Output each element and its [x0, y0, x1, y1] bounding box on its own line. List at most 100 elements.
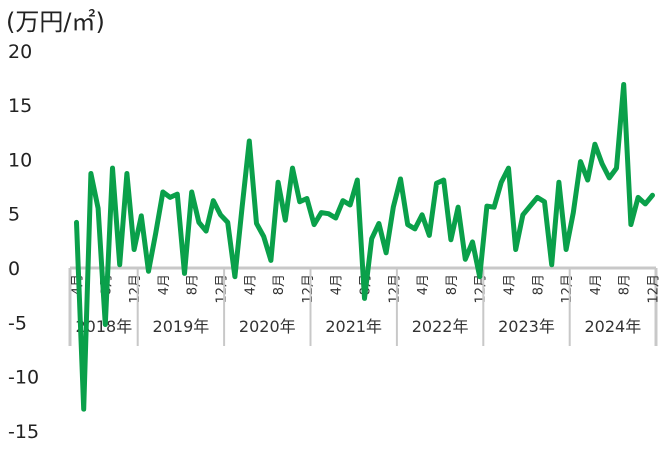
data-point: [406, 223, 410, 227]
data-point: [226, 220, 230, 224]
data-point: [399, 177, 402, 181]
data-point: [291, 166, 294, 170]
data-point: [363, 296, 366, 300]
x-tick-label: 12月: [647, 274, 662, 304]
data-point: [319, 211, 323, 215]
x-tick-label: 4月: [416, 274, 431, 295]
data-point: [240, 205, 244, 209]
data-point: [391, 205, 395, 209]
data-point: [593, 142, 597, 146]
y-tick-label: -10: [8, 367, 39, 389]
data-point: [413, 227, 417, 231]
data-point: [528, 204, 532, 208]
data-point: [247, 139, 251, 143]
data-point: [370, 237, 374, 241]
data-point: [305, 197, 309, 200]
data-point: [377, 221, 381, 225]
x-tick-label: 8月: [272, 274, 287, 295]
year-label: 2021年: [325, 317, 382, 336]
data-point: [111, 166, 114, 170]
series-line: [74, 81, 655, 412]
data-point: [384, 251, 388, 255]
data-point: [269, 258, 273, 262]
data-point: [283, 218, 287, 222]
data-point: [478, 275, 482, 279]
year-label: 2022年: [412, 317, 469, 336]
data-point: [190, 190, 194, 194]
data-point: [557, 180, 561, 184]
x-tick-label: 8月: [531, 274, 546, 295]
x-tick-label: 4月: [503, 274, 518, 295]
data-point: [643, 202, 647, 206]
data-point: [600, 162, 604, 166]
x-tick-label: 8月: [618, 274, 633, 295]
data-point: [442, 178, 446, 182]
data-point: [147, 269, 150, 273]
data-point: [571, 211, 575, 215]
data-point: [550, 263, 554, 267]
y-tick-label: -15: [8, 421, 39, 443]
data-point: [132, 248, 136, 252]
data-point: [233, 275, 237, 279]
x-tick-label: 4月: [330, 274, 345, 295]
data-point: [219, 213, 222, 217]
unit-label: (万円/㎡): [6, 8, 105, 36]
data-point: [449, 238, 453, 242]
data-point: [298, 200, 302, 204]
data-point: [197, 220, 201, 224]
year-label: 2024年: [584, 317, 641, 336]
data-point: [607, 176, 611, 180]
data-point: [579, 160, 582, 164]
data-point: [521, 213, 525, 217]
x-tick-label: 4月: [243, 274, 258, 295]
data-point: [355, 178, 359, 182]
data-point: [118, 263, 122, 267]
data-point: [622, 82, 626, 86]
data-point: [204, 229, 208, 233]
series-layer: [74, 81, 655, 412]
x-tick-label: 12月: [560, 274, 575, 304]
year-label: 2020年: [239, 317, 296, 336]
y-tick-label: 20: [8, 41, 32, 63]
y-tick-label: 0: [8, 258, 20, 280]
y-axis-ticks: 20 15 10 5 0 -5 -10 -15: [8, 41, 39, 443]
data-point: [96, 206, 100, 210]
x-tick-label: 12月: [215, 274, 230, 304]
data-point: [255, 221, 258, 225]
data-point: [564, 248, 568, 252]
data-point: [161, 190, 165, 194]
x-tick-label: 8月: [186, 274, 201, 295]
data-point: [543, 200, 546, 204]
data-point: [82, 407, 86, 411]
x-tick-label: 12月: [128, 274, 143, 304]
data-point: [456, 205, 460, 209]
data-point: [183, 271, 186, 275]
data-point: [636, 195, 640, 199]
data-point: [463, 257, 467, 261]
data-point: [492, 205, 496, 209]
data-point: [348, 203, 352, 207]
y-tick-label: 10: [8, 149, 32, 171]
data-point: [334, 216, 338, 220]
data-point: [514, 248, 518, 252]
data-point: [75, 220, 78, 224]
x-tick-label: 4月: [157, 274, 172, 295]
data-point: [89, 172, 93, 176]
data-point: [485, 204, 489, 208]
data-point: [586, 178, 590, 182]
x-tick-label: 12月: [474, 274, 489, 304]
x-tick-label: 4月: [589, 274, 604, 295]
data-point: [535, 195, 539, 199]
data-point: [435, 181, 438, 185]
data-point: [651, 193, 654, 197]
data-point: [168, 195, 172, 199]
data-point: [341, 199, 345, 203]
y-tick-label: 5: [8, 204, 20, 226]
data-point: [420, 213, 424, 217]
y-tick-label: -5: [8, 312, 27, 334]
x-tick-label: 12月: [301, 274, 316, 304]
year-label: 2019年: [153, 317, 210, 336]
data-point: [615, 166, 618, 170]
data-point: [154, 231, 158, 235]
